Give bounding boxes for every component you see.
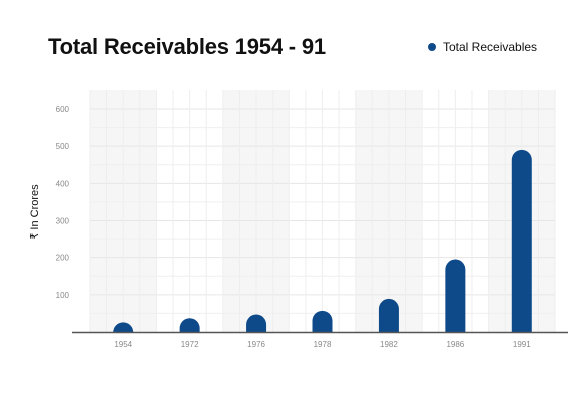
chart-title: Total Receivables 1954 - 91 — [48, 34, 326, 59]
x-axis-ticks: 1954 1972 1976 1978 1982 1986 1991 — [114, 340, 531, 349]
x-tick-label: 1954 — [114, 340, 132, 349]
bar — [179, 318, 200, 332]
bars — [113, 149, 532, 333]
x-tick-label: 1986 — [446, 340, 464, 349]
y-tick-label: 100 — [56, 291, 70, 300]
bar — [312, 310, 333, 332]
bar — [511, 149, 532, 332]
x-tick-label: 1982 — [380, 340, 398, 349]
y-tick-label: 600 — [56, 105, 70, 114]
y-tick-label: 200 — [56, 254, 70, 263]
y-tick-label: 300 — [56, 217, 70, 226]
x-tick-label: 1978 — [314, 340, 332, 349]
bar — [246, 314, 267, 332]
x-tick-label: 1972 — [181, 340, 199, 349]
bar — [378, 298, 399, 332]
y-axis-ticks: 100 200 300 400 500 600 — [56, 105, 70, 300]
bar — [113, 322, 134, 333]
legend[interactable]: Total Receivables — [428, 40, 537, 54]
y-axis-label: ₹ In Crores — [29, 184, 41, 240]
x-tick-label: 1976 — [247, 340, 265, 349]
gridlines — [89, 90, 556, 332]
legend-label: Total Receivables — [443, 40, 538, 54]
y-tick-label: 400 — [56, 179, 70, 188]
x-tick-label: 1991 — [513, 340, 531, 349]
bar — [445, 259, 466, 332]
y-tick-label: 500 — [56, 142, 70, 151]
legend-marker — [428, 43, 436, 51]
